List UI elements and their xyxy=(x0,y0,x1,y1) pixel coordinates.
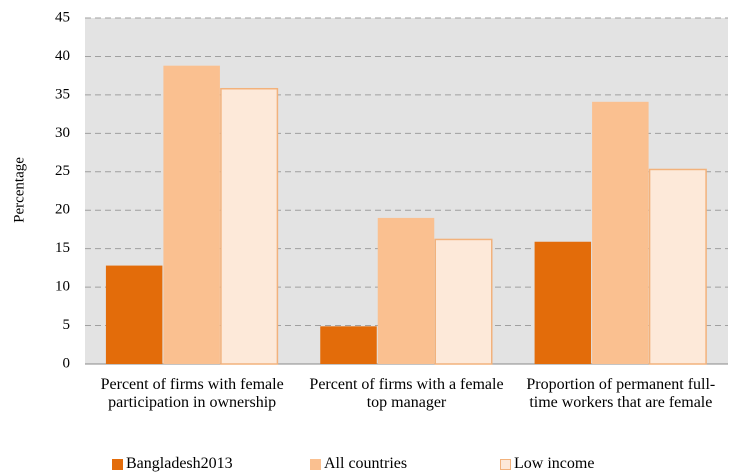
bar xyxy=(592,101,649,364)
y-tick-label: 35 xyxy=(55,86,70,102)
bar xyxy=(377,217,435,364)
y-tick-label: 20 xyxy=(55,202,70,218)
legend-swatch xyxy=(500,458,511,470)
y-tick-label: 45 xyxy=(55,9,70,25)
y-tick-label: 40 xyxy=(55,48,70,64)
bar xyxy=(320,326,377,364)
bar xyxy=(220,87,279,365)
y-axis-label: Percentage xyxy=(11,157,27,223)
legend-item: Low income xyxy=(500,455,594,473)
x-tick-label: Percent of firms with female participati… xyxy=(100,376,284,411)
bar xyxy=(534,241,592,364)
legend-item: Bangladesh2013 xyxy=(112,455,233,473)
bar xyxy=(163,65,220,364)
bar xyxy=(648,168,707,365)
y-tick-label: 15 xyxy=(55,240,70,256)
y-tick-label: 25 xyxy=(55,163,70,179)
legend-label: Low income xyxy=(514,455,595,472)
x-tick-label: Proportion of permanent full-time worker… xyxy=(526,376,716,411)
x-tick-label: Percent of firms with a female top manag… xyxy=(309,376,504,411)
legend-swatch xyxy=(310,458,321,470)
bar xyxy=(434,238,493,365)
legend-item: All countries xyxy=(310,455,407,473)
y-tick-label: 10 xyxy=(55,279,70,295)
y-tick-label: 5 xyxy=(63,317,71,333)
bar xyxy=(105,265,163,364)
legend-label: All countries xyxy=(324,455,408,472)
legend-label: Bangladesh2013 xyxy=(126,455,233,472)
y-tick-label: 0 xyxy=(63,355,71,371)
legend-swatch xyxy=(112,458,123,470)
y-tick-label: 30 xyxy=(55,125,70,141)
